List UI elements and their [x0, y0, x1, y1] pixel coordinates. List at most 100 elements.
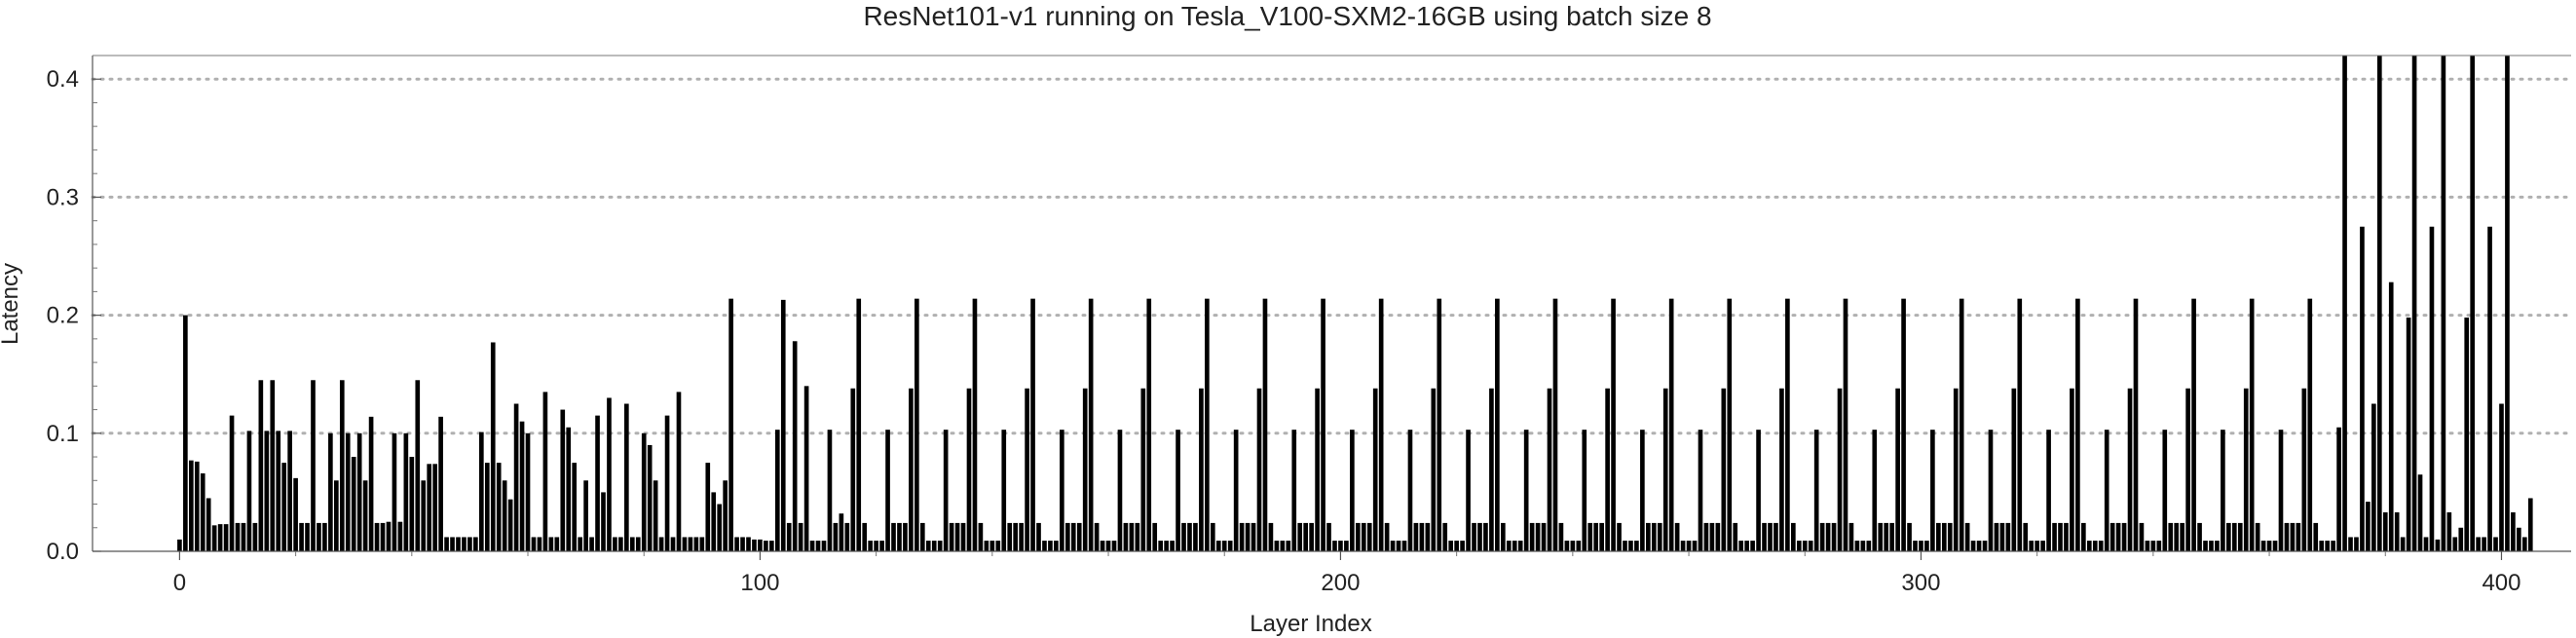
- bar: [1617, 522, 1622, 551]
- bar: [844, 522, 850, 551]
- bar: [456, 537, 461, 551]
- bar: [629, 537, 635, 551]
- bar: [1355, 522, 1361, 551]
- bar: [2366, 502, 2371, 551]
- bar: [1297, 522, 1303, 551]
- bar: [2400, 537, 2406, 551]
- bar: [328, 432, 333, 551]
- bar: [1239, 522, 1245, 551]
- bar: [1448, 541, 1454, 551]
- bar: [682, 537, 688, 551]
- bar: [1680, 541, 1686, 551]
- bar: [758, 539, 763, 551]
- bar: [1901, 298, 1906, 551]
- bar: [1541, 522, 1547, 551]
- bar: [595, 415, 600, 551]
- bar: [2180, 522, 2184, 551]
- bar: [531, 537, 537, 551]
- bar: [1744, 541, 1749, 551]
- bar: [525, 432, 531, 551]
- bar: [1686, 541, 1692, 551]
- bar: [507, 499, 513, 551]
- bar: [1135, 522, 1140, 551]
- bar: [2388, 281, 2394, 551]
- bar: [2115, 522, 2121, 551]
- bar: [1506, 541, 1512, 551]
- bar: [392, 432, 397, 551]
- bar: [1019, 522, 1024, 551]
- bar: [879, 541, 884, 551]
- bar: [1326, 522, 1331, 551]
- bar: [432, 464, 437, 551]
- y-axis-label: Latency: [0, 263, 23, 345]
- bar: [868, 541, 873, 551]
- bar: [2197, 522, 2202, 551]
- bar: [1802, 541, 1808, 551]
- bar: [1651, 522, 1657, 551]
- bar: [618, 537, 623, 551]
- bar: [2517, 527, 2521, 551]
- bar: [711, 492, 717, 551]
- bar: [1013, 522, 1018, 551]
- bar: [1251, 522, 1256, 551]
- bar: [2231, 522, 2237, 551]
- bar: [1582, 430, 1587, 551]
- bar: [2209, 541, 2214, 551]
- bar: [589, 537, 594, 551]
- bar: [734, 537, 739, 551]
- bar: [891, 522, 896, 551]
- bar: [2406, 318, 2411, 551]
- bar: [1454, 541, 1459, 551]
- bar: [2185, 388, 2190, 551]
- bar: [1105, 541, 1111, 551]
- bar: [601, 492, 606, 551]
- bar: [438, 416, 443, 551]
- bar: [1146, 298, 1152, 551]
- bar: [1517, 541, 1523, 551]
- bar: [287, 431, 292, 551]
- bar: [972, 298, 978, 551]
- bar: [1111, 541, 1117, 551]
- bar: [229, 415, 235, 551]
- bar: [1662, 388, 1668, 551]
- bar: [1762, 522, 1767, 551]
- bar: [803, 386, 809, 551]
- bar: [299, 522, 304, 551]
- bar: [1552, 298, 1558, 551]
- bar: [1378, 298, 1384, 551]
- bar: [2278, 430, 2284, 551]
- bar: [2470, 56, 2476, 551]
- bar: [1831, 522, 1837, 551]
- bar: [1100, 541, 1105, 551]
- bar: [490, 342, 496, 551]
- bar: [1587, 522, 1593, 551]
- bar: [1129, 522, 1135, 551]
- bar: [205, 498, 211, 551]
- bar: [723, 480, 728, 551]
- bar: [1535, 522, 1541, 551]
- bar: [1210, 522, 1215, 551]
- bar: [444, 537, 449, 551]
- bar: [1988, 430, 1994, 551]
- bar: [2023, 522, 2029, 551]
- bar: [281, 463, 287, 551]
- bar: [949, 522, 954, 551]
- bar: [427, 464, 432, 551]
- bar: [2446, 512, 2452, 551]
- bar: [513, 403, 519, 551]
- bar: [989, 541, 995, 551]
- bar: [1321, 298, 1325, 551]
- bar: [1407, 430, 1413, 551]
- bar: [1036, 522, 1041, 551]
- bar: [1785, 298, 1790, 551]
- bar: [2301, 388, 2307, 551]
- bar: [752, 539, 757, 551]
- bar: [2075, 298, 2080, 551]
- bar: [2104, 430, 2109, 551]
- bar: [1396, 541, 1401, 551]
- bar: [653, 480, 658, 551]
- bar: [1611, 298, 1616, 551]
- bar: [415, 380, 421, 551]
- bar: [1878, 522, 1884, 551]
- bar: [2133, 298, 2139, 551]
